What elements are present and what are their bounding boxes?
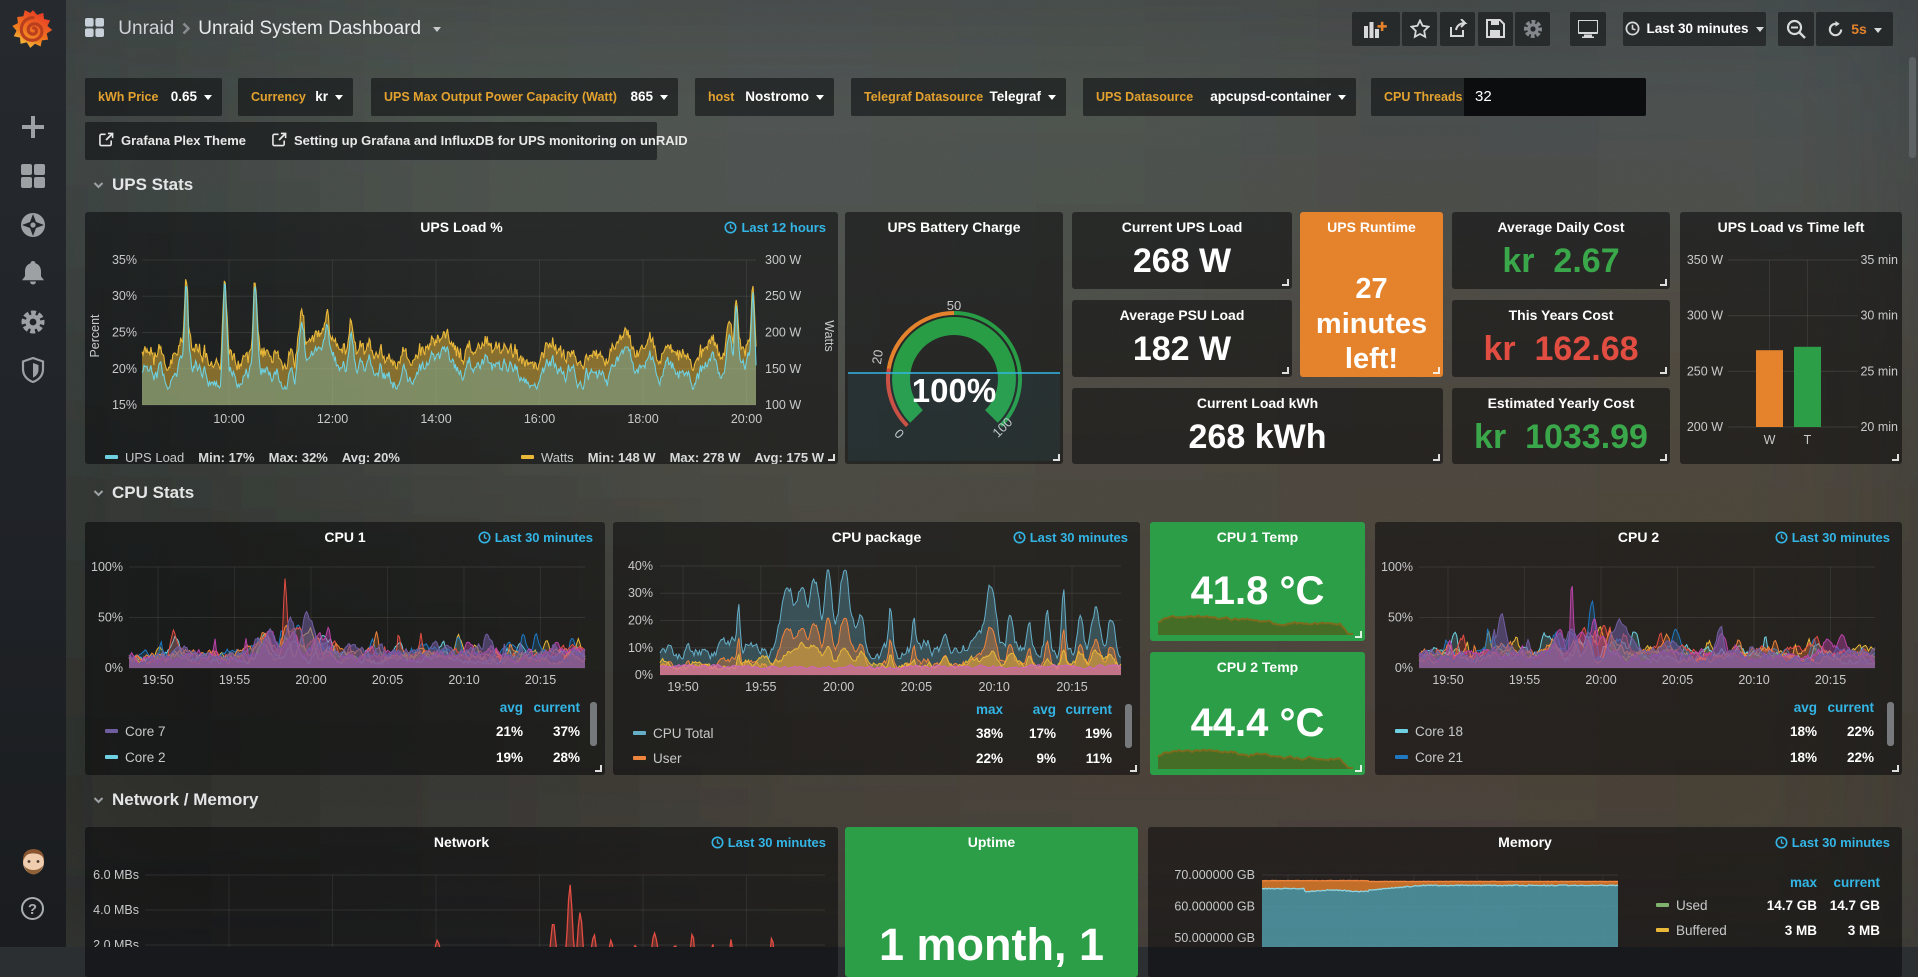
- svg-text:W: W: [1764, 433, 1776, 447]
- svg-text:200 W: 200 W: [765, 326, 801, 340]
- svg-text:20:15: 20:15: [525, 673, 556, 687]
- svg-text:16:00: 16:00: [524, 412, 555, 426]
- svg-text:18:00: 18:00: [627, 412, 658, 426]
- svg-text:30%: 30%: [628, 586, 653, 600]
- svg-text:4.0 MBs: 4.0 MBs: [93, 903, 139, 917]
- svg-text:70.000000 GB: 70.000000 GB: [1174, 868, 1255, 882]
- svg-text:20:00: 20:00: [295, 673, 326, 687]
- svg-text:Percent: Percent: [88, 314, 102, 358]
- svg-text:20%: 20%: [112, 362, 137, 376]
- svg-text:0%: 0%: [105, 661, 123, 675]
- svg-text:25 min: 25 min: [1860, 364, 1898, 378]
- svg-text:20:10: 20:10: [979, 680, 1010, 694]
- svg-text:30%: 30%: [112, 289, 137, 303]
- svg-text:19:50: 19:50: [142, 673, 173, 687]
- svg-text:15%: 15%: [112, 398, 137, 412]
- svg-text:19:55: 19:55: [745, 680, 776, 694]
- svg-text:150 W: 150 W: [765, 362, 801, 376]
- svg-text:35%: 35%: [112, 253, 137, 267]
- svg-text:20:05: 20:05: [901, 680, 932, 694]
- svg-text:60.000000 GB: 60.000000 GB: [1174, 900, 1255, 914]
- svg-text:T: T: [1804, 433, 1812, 447]
- svg-text:25%: 25%: [112, 326, 137, 340]
- svg-text:20:05: 20:05: [372, 673, 403, 687]
- svg-text:0%: 0%: [635, 668, 653, 682]
- svg-text:300 W: 300 W: [765, 253, 801, 267]
- svg-text:Watts: Watts: [822, 320, 836, 351]
- svg-text:20%: 20%: [628, 614, 653, 628]
- svg-text:30 min: 30 min: [1860, 309, 1898, 323]
- svg-text:19:50: 19:50: [667, 680, 698, 694]
- svg-text:350 W: 350 W: [1687, 253, 1723, 267]
- svg-text:100%: 100%: [1381, 560, 1413, 574]
- svg-text:10%: 10%: [628, 641, 653, 655]
- svg-text:50: 50: [947, 298, 961, 313]
- svg-text:19:55: 19:55: [1509, 673, 1540, 687]
- svg-text:20: 20: [869, 349, 886, 366]
- svg-text:200 W: 200 W: [1687, 420, 1723, 434]
- svg-text:50%: 50%: [98, 611, 123, 625]
- svg-text:20:05: 20:05: [1662, 673, 1693, 687]
- svg-text:300 W: 300 W: [1687, 309, 1723, 323]
- svg-text:20:00: 20:00: [1585, 673, 1616, 687]
- svg-text:0%: 0%: [1395, 661, 1413, 675]
- svg-text:20:15: 20:15: [1815, 673, 1846, 687]
- svg-text:100%: 100%: [91, 560, 123, 574]
- svg-text:14:00: 14:00: [420, 412, 451, 426]
- svg-text:20:00: 20:00: [823, 680, 854, 694]
- svg-text:100 W: 100 W: [765, 398, 801, 412]
- svg-text:19:50: 19:50: [1432, 673, 1463, 687]
- svg-text:50%: 50%: [1388, 611, 1413, 625]
- svg-text:50.000000 GB: 50.000000 GB: [1174, 931, 1255, 945]
- svg-text:35 min: 35 min: [1860, 253, 1898, 267]
- svg-text:20:10: 20:10: [448, 673, 479, 687]
- svg-text:19:55: 19:55: [219, 673, 250, 687]
- svg-text:10:00: 10:00: [213, 412, 244, 426]
- svg-text:12:00: 12:00: [317, 412, 348, 426]
- svg-text:20:00: 20:00: [731, 412, 762, 426]
- svg-text:20 min: 20 min: [1860, 420, 1898, 434]
- svg-text:6.0 MBs: 6.0 MBs: [93, 868, 139, 882]
- svg-text:20:15: 20:15: [1056, 680, 1087, 694]
- svg-text:40%: 40%: [628, 559, 653, 573]
- svg-text:20:10: 20:10: [1738, 673, 1769, 687]
- svg-text:250 W: 250 W: [765, 289, 801, 303]
- svg-text:2.0 MBs: 2.0 MBs: [93, 938, 139, 947]
- svg-text:250 W: 250 W: [1687, 364, 1723, 378]
